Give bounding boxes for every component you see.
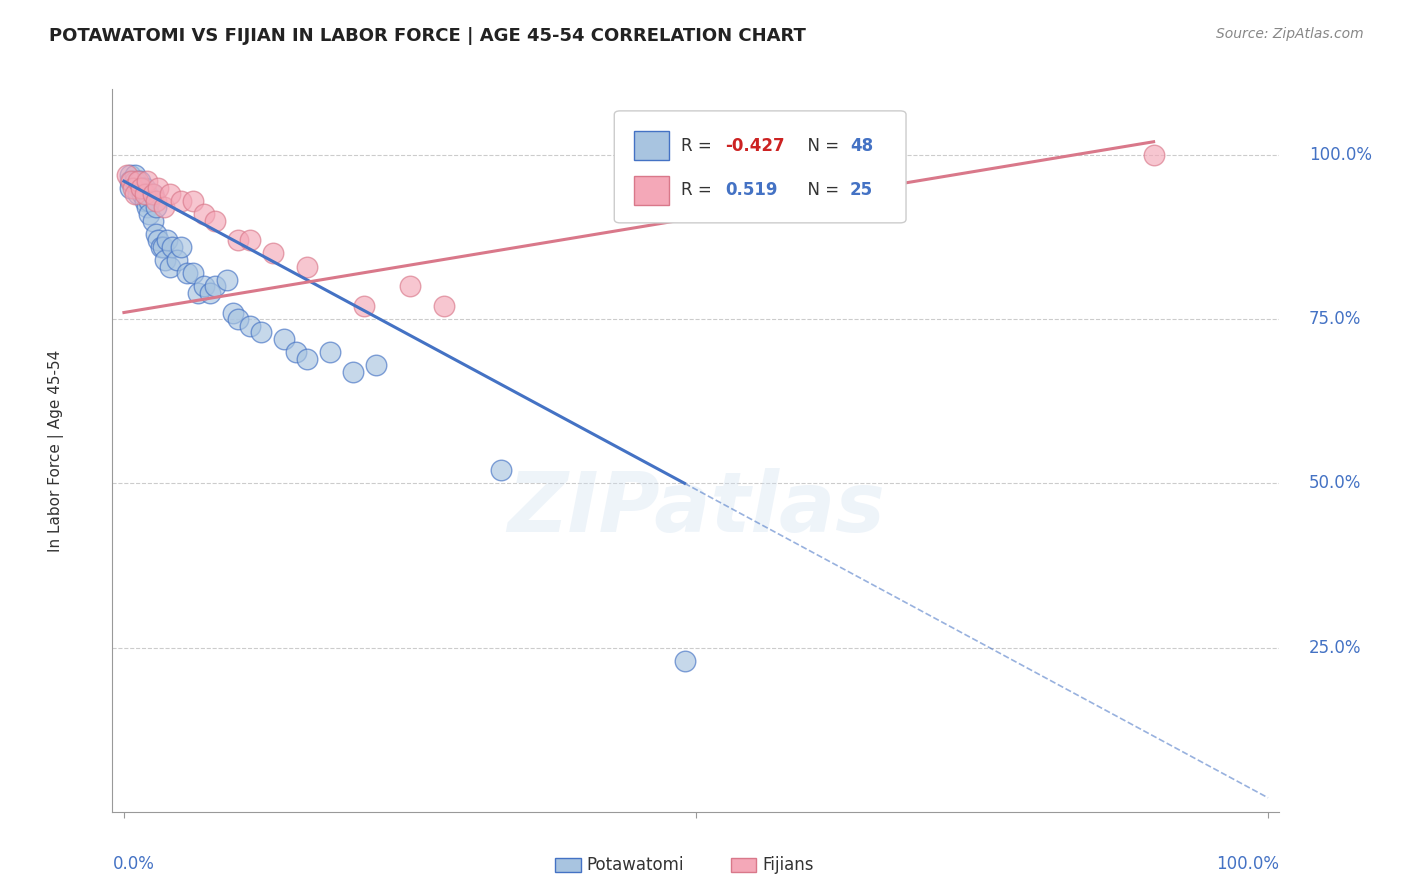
Point <box>127 174 149 188</box>
Point <box>148 180 170 194</box>
Point <box>319 345 342 359</box>
Point <box>491 463 513 477</box>
Text: 75.0%: 75.0% <box>1309 310 1361 328</box>
Point <box>122 180 145 194</box>
Point <box>204 279 226 293</box>
Point <box>239 318 262 333</box>
Text: -0.427: -0.427 <box>725 136 785 154</box>
Point <box>193 207 215 221</box>
Point <box>273 332 295 346</box>
Text: 100.0%: 100.0% <box>1216 855 1279 873</box>
Point <box>1142 148 1164 162</box>
Point <box>215 273 238 287</box>
Point <box>118 168 141 182</box>
Point <box>295 260 318 274</box>
Text: POTAWATOMI VS FIJIAN IN LABOR FORCE | AGE 45-54 CORRELATION CHART: POTAWATOMI VS FIJIAN IN LABOR FORCE | AG… <box>49 27 806 45</box>
Point <box>228 233 250 247</box>
Point <box>193 279 215 293</box>
Point <box>153 201 176 215</box>
Point <box>145 227 167 241</box>
Point <box>176 266 198 280</box>
Point <box>284 345 307 359</box>
Bar <box>634 176 669 205</box>
Point <box>145 194 167 208</box>
Point <box>181 194 204 208</box>
Bar <box>634 131 669 160</box>
Point <box>118 174 141 188</box>
Point <box>127 187 149 202</box>
Text: 0.0%: 0.0% <box>112 855 155 873</box>
Point <box>141 187 163 202</box>
Point <box>138 194 160 208</box>
Point <box>135 201 157 215</box>
Point <box>353 299 375 313</box>
Point <box>135 187 157 202</box>
Point <box>673 654 696 668</box>
Point <box>135 174 157 188</box>
Point <box>138 207 160 221</box>
Point <box>187 285 209 300</box>
Point <box>364 358 387 372</box>
Point <box>198 285 221 300</box>
Point <box>129 180 152 194</box>
Point <box>131 180 153 194</box>
Text: 25.0%: 25.0% <box>1309 639 1361 657</box>
Point <box>118 180 141 194</box>
Text: 100.0%: 100.0% <box>1309 146 1372 164</box>
Point <box>124 168 146 182</box>
Text: 50.0%: 50.0% <box>1309 475 1361 492</box>
Point <box>124 187 146 202</box>
Text: In Labor Force | Age 45-54: In Labor Force | Age 45-54 <box>48 350 65 551</box>
Point <box>127 180 149 194</box>
Point <box>159 187 181 202</box>
Text: ZIPatlas: ZIPatlas <box>508 467 884 549</box>
Point <box>145 201 167 215</box>
Point <box>159 260 181 274</box>
Point <box>228 312 250 326</box>
Point <box>433 299 456 313</box>
Point <box>141 187 163 202</box>
Text: Fijians: Fijians <box>762 856 814 874</box>
Point <box>170 194 193 208</box>
Point <box>153 252 176 267</box>
Point <box>134 180 156 194</box>
FancyBboxPatch shape <box>614 111 905 223</box>
Point <box>156 233 179 247</box>
Point <box>342 365 364 379</box>
Point <box>166 252 188 267</box>
Point <box>129 174 152 188</box>
Point <box>148 233 170 247</box>
Text: R =: R = <box>681 181 723 199</box>
Point <box>120 174 142 188</box>
Point <box>117 168 139 182</box>
Point <box>152 240 174 254</box>
Text: N =: N = <box>797 181 845 199</box>
Point <box>204 213 226 227</box>
Point <box>250 325 273 339</box>
Text: 48: 48 <box>851 136 873 154</box>
Point <box>170 240 193 254</box>
Point <box>134 194 156 208</box>
Point <box>399 279 422 293</box>
Text: N =: N = <box>797 136 845 154</box>
Point <box>221 305 243 319</box>
Text: Potawatomi: Potawatomi <box>586 856 683 874</box>
Text: 0.519: 0.519 <box>725 181 778 199</box>
Point <box>160 240 183 254</box>
Point <box>239 233 262 247</box>
Point <box>134 187 156 202</box>
Point <box>124 174 146 188</box>
Text: R =: R = <box>681 136 717 154</box>
Point <box>262 246 284 260</box>
Point <box>141 213 163 227</box>
Point <box>131 187 153 202</box>
Point <box>295 351 318 366</box>
Text: Source: ZipAtlas.com: Source: ZipAtlas.com <box>1216 27 1364 41</box>
Text: 25: 25 <box>851 181 873 199</box>
Point <box>181 266 204 280</box>
Point <box>149 240 172 254</box>
